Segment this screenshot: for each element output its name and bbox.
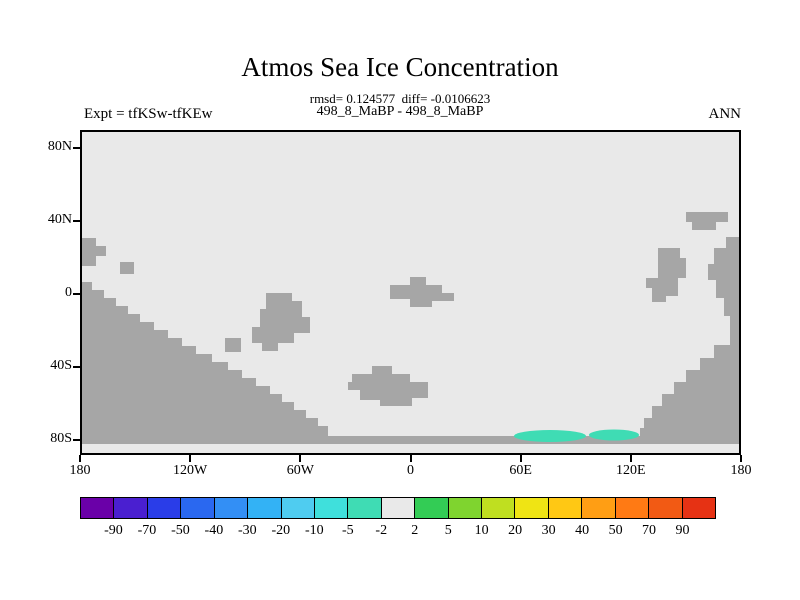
x-tick-mark	[519, 455, 522, 462]
y-tick-mark	[73, 147, 80, 149]
land-mass	[348, 366, 428, 406]
colorbar-label: 20	[508, 523, 523, 538]
x-tick-label: 0	[407, 463, 414, 478]
land-mass	[252, 293, 310, 351]
colorbar	[80, 497, 716, 519]
land-mass	[80, 282, 332, 444]
colorbar-label: 40	[575, 523, 590, 538]
y-tick-mark	[73, 220, 80, 222]
x-tick-mark	[629, 455, 632, 462]
colorbar-label: 30	[541, 523, 556, 538]
x-tick-mark	[79, 455, 81, 462]
stats-line: rmsd= 0.124577 diff= -0.0106623	[309, 91, 491, 106]
colorbar-segment	[147, 498, 182, 518]
x-tick-label: 180	[69, 463, 91, 478]
colorbar-segment	[214, 498, 249, 518]
land-mass	[120, 262, 134, 274]
y-tick-mark	[73, 293, 80, 295]
colorbar-label: -2	[375, 523, 388, 538]
colorbar-label: 5	[444, 523, 452, 538]
x-tick-mark	[189, 455, 192, 462]
land-mass	[320, 436, 642, 444]
land-mass	[686, 212, 728, 230]
x-tick-label: 120W	[173, 463, 208, 478]
colorbar-label: -10	[304, 523, 324, 538]
colorbar-segment	[348, 498, 382, 518]
colorbar-segment	[314, 498, 349, 518]
map-plot	[80, 130, 741, 455]
colorbar-segment	[181, 498, 215, 518]
sea-ice-patch	[514, 430, 586, 442]
land-masses	[80, 212, 741, 444]
experiments-line: 498_8_MaBP - 498_8_MaBP	[316, 104, 484, 119]
x-tick-label: 120E	[616, 463, 646, 478]
land-mass	[390, 277, 454, 307]
colorbar-label: -30	[238, 523, 257, 538]
colorbar-label: -50	[171, 523, 190, 538]
colorbar-segment	[615, 498, 650, 518]
y-tick-label: 80N	[47, 139, 72, 154]
colorbar-segment	[482, 498, 516, 518]
sea-ice-anomaly-patches	[514, 429, 639, 442]
colorbar-segment	[81, 498, 115, 518]
colorbar-segment	[114, 498, 148, 518]
colorbar-segment	[515, 498, 549, 518]
x-tick-label: 60W	[286, 463, 314, 478]
x-tick-mark	[409, 455, 412, 462]
land-mass	[640, 237, 741, 444]
colorbar-segment	[548, 498, 583, 518]
y-tick-label: 40N	[47, 212, 72, 227]
plot-frame	[80, 130, 741, 455]
colorbar-segment	[448, 498, 483, 518]
y-tick-mark	[73, 366, 80, 368]
sea-ice-patch	[589, 429, 639, 441]
colorbar-label: -20	[271, 523, 291, 538]
colorbar-segment	[281, 498, 315, 518]
colorbar-segment	[682, 498, 716, 518]
land-mass	[225, 338, 241, 352]
colorbar-segment	[649, 498, 683, 518]
colorbar-label: 10	[474, 523, 489, 538]
colorbar-segment	[582, 498, 616, 518]
colorbar-label: -90	[104, 523, 123, 538]
y-tick-label: 40S	[50, 358, 72, 373]
colorbar-label: 2	[411, 523, 419, 538]
colorbar-segment	[381, 498, 416, 518]
y-tick-label: 0	[65, 285, 72, 300]
x-tick-label: 60E	[509, 463, 532, 478]
x-tick-mark	[299, 455, 302, 462]
plot-area	[80, 130, 741, 455]
expt-label: Expt = tfKSw-tfKEw	[84, 106, 213, 122]
colorbar-label: -70	[137, 523, 157, 538]
colorbar-label: -5	[341, 523, 354, 538]
colorbar-segment	[248, 498, 282, 518]
y-tick-label: 80S	[50, 431, 72, 446]
colorbar-label: 90	[675, 523, 690, 538]
colorbar-segment	[415, 498, 449, 518]
x-tick-label: 180	[730, 463, 752, 478]
x-tick-mark	[740, 455, 742, 462]
colorbar-label: 50	[608, 523, 623, 538]
land-mass	[80, 238, 106, 266]
colorbar-label: -40	[204, 523, 224, 538]
colorbar-label: 70	[642, 523, 657, 538]
y-tick-mark	[73, 439, 80, 441]
season-label: ANN	[708, 106, 742, 122]
page-title: Atmos Sea Ice Concentration	[241, 52, 559, 82]
land-mass	[646, 248, 686, 302]
